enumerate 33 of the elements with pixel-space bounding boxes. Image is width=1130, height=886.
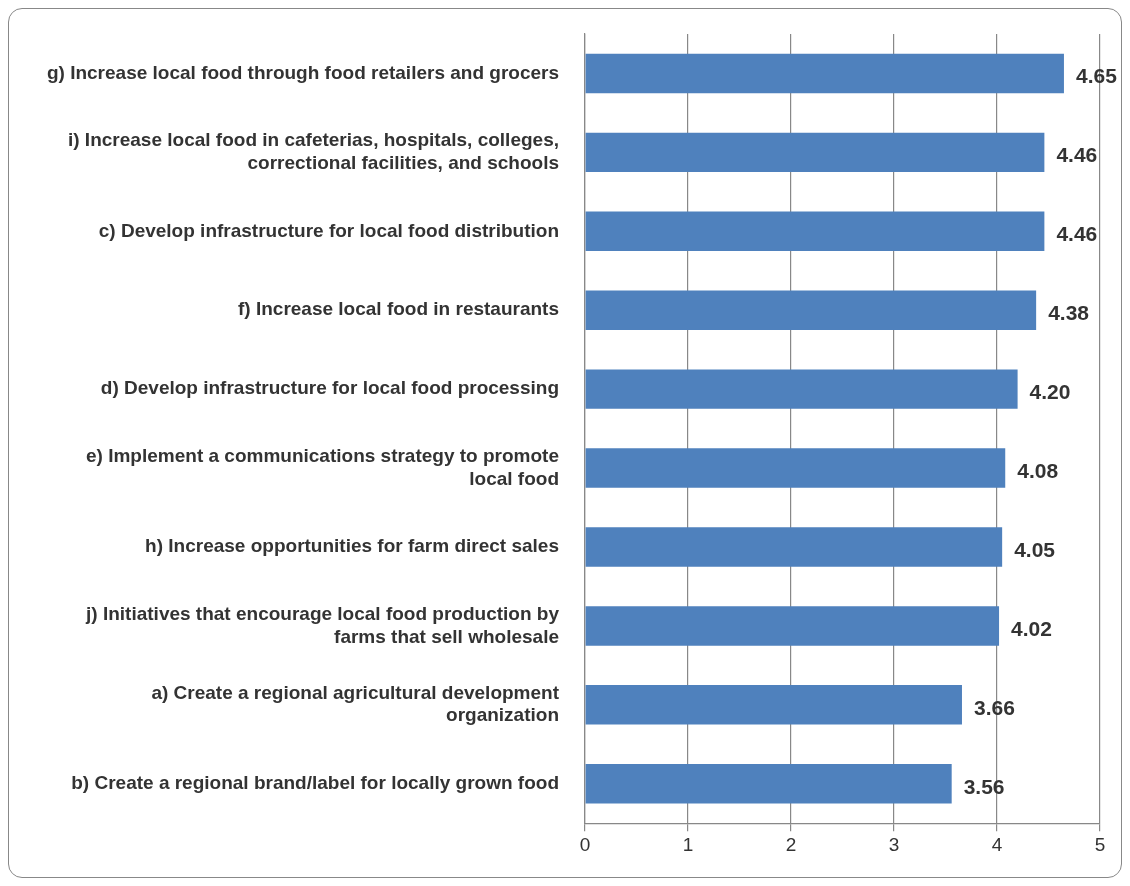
x-tick-label: 5 bbox=[1094, 833, 1106, 855]
data-label: 4.46 bbox=[1056, 143, 1098, 167]
y-tick-label: i) Increase local food in cafeterias, hospitals, colleges, correctional facilities, and schools bbox=[67, 129, 559, 174]
y-tick-label: f) Increase local food in restaurants bbox=[238, 298, 559, 320]
y-tick-label: b) Create a regional brand/label for locally grown food bbox=[71, 771, 559, 793]
x-tick-label: 3 bbox=[888, 833, 900, 855]
data-label: 4.46 bbox=[1056, 222, 1098, 246]
x-tick-label: 2 bbox=[785, 833, 797, 855]
data-label: 4.05 bbox=[1014, 537, 1056, 561]
y-tick-label: c) Develop infrastructure for local food distribution bbox=[98, 219, 559, 241]
x-tick-label: 1 bbox=[682, 833, 694, 855]
data-label: 4.02 bbox=[1011, 616, 1052, 640]
bar bbox=[585, 53, 1064, 94]
bar bbox=[585, 369, 1018, 409]
y-tick-label: j) Initiatives that encourage local food production by farms that sell wholesale bbox=[85, 602, 560, 647]
bar bbox=[585, 211, 1045, 252]
bar bbox=[585, 606, 1000, 646]
y-tick-label: g) Increase local food through food retailers and grocers bbox=[46, 61, 559, 83]
data-label: 4.20 bbox=[1029, 379, 1071, 403]
bar bbox=[585, 685, 962, 725]
x-tick-label: 0 bbox=[579, 833, 591, 855]
bar bbox=[585, 527, 1003, 567]
bar bbox=[585, 448, 1006, 488]
y-tick-label: a) Create a regional agricultural development organization bbox=[151, 681, 560, 726]
x-tick-label: 4 bbox=[991, 833, 1003, 855]
y-tick-label: e) Implement a communications strategy to promote local food bbox=[86, 444, 559, 489]
data-label: 4.08 bbox=[1017, 458, 1059, 482]
bar bbox=[585, 764, 952, 804]
data-label: 4.38 bbox=[1048, 301, 1090, 325]
y-tick-label: h) Increase opportunities for farm direct sales bbox=[145, 535, 559, 557]
bar bbox=[585, 290, 1037, 330]
bar bbox=[585, 132, 1045, 173]
y-tick-label: d) Develop infrastructure for local food processing bbox=[100, 377, 559, 399]
